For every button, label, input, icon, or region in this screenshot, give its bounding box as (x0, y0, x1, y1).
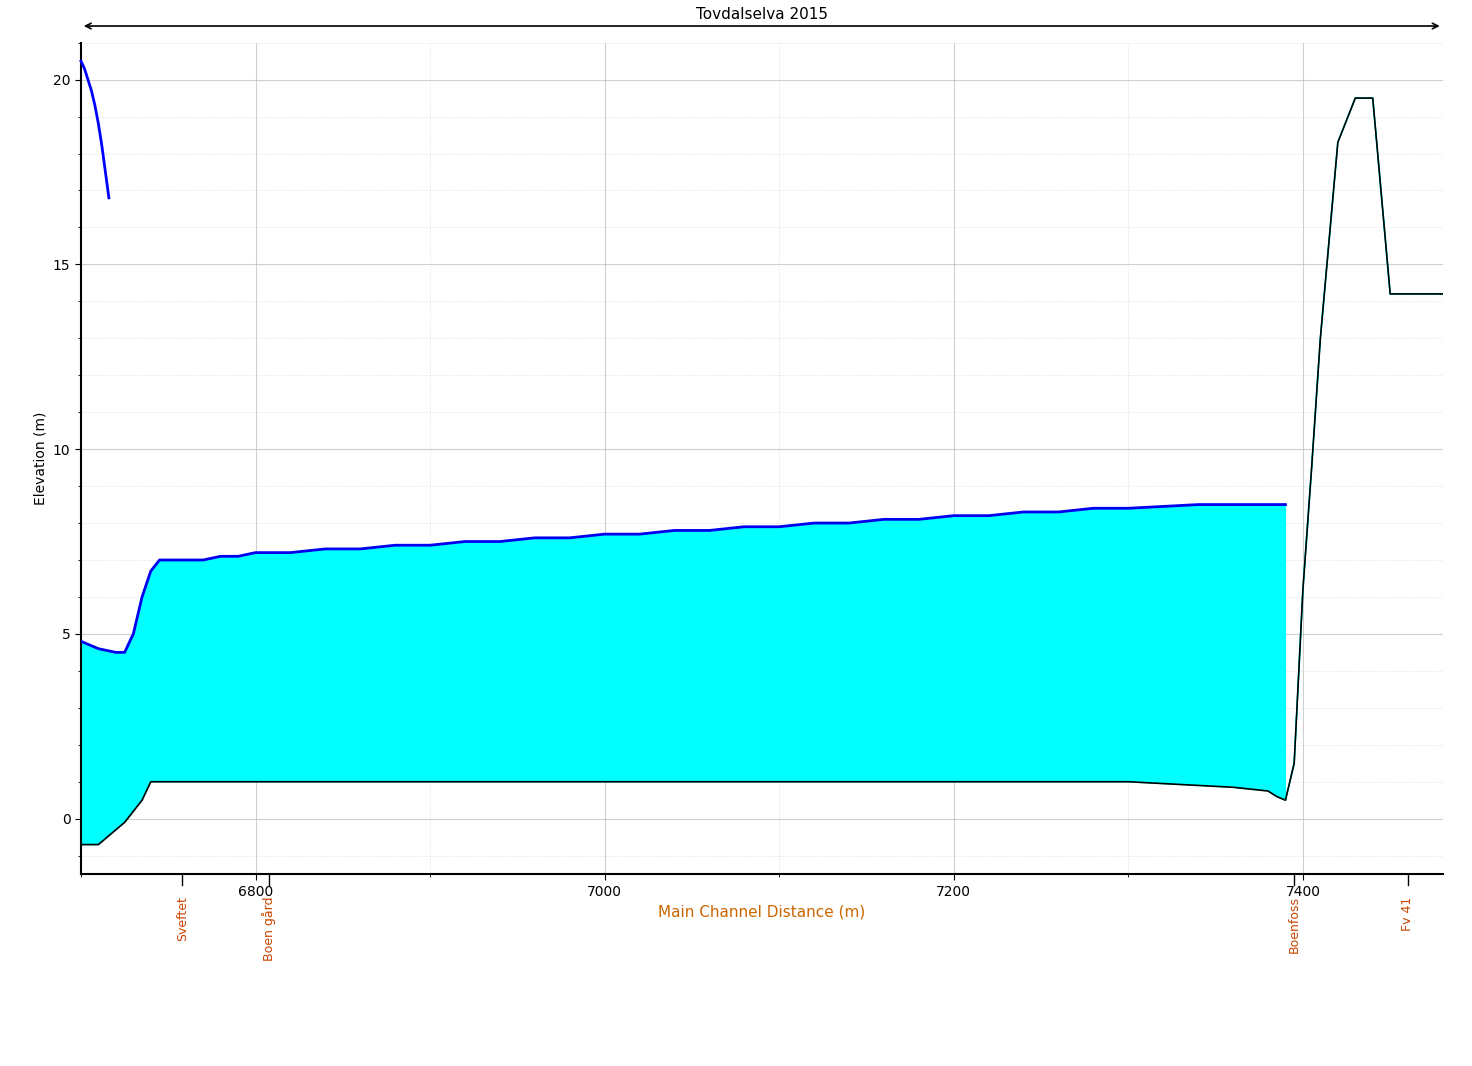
Text: Tovdalselva 2015: Tovdalselva 2015 (696, 6, 827, 22)
Polygon shape (81, 98, 1443, 844)
Text: Boenfoss: Boenfoss (1288, 897, 1301, 953)
Text: Boen gård: Boen gård (262, 897, 277, 960)
Y-axis label: Elevation (m): Elevation (m) (34, 411, 47, 505)
X-axis label: Main Channel Distance (m): Main Channel Distance (m) (658, 904, 866, 919)
Text: Sveftet: Sveftet (175, 897, 188, 941)
Text: Fv 41: Fv 41 (1401, 897, 1415, 931)
